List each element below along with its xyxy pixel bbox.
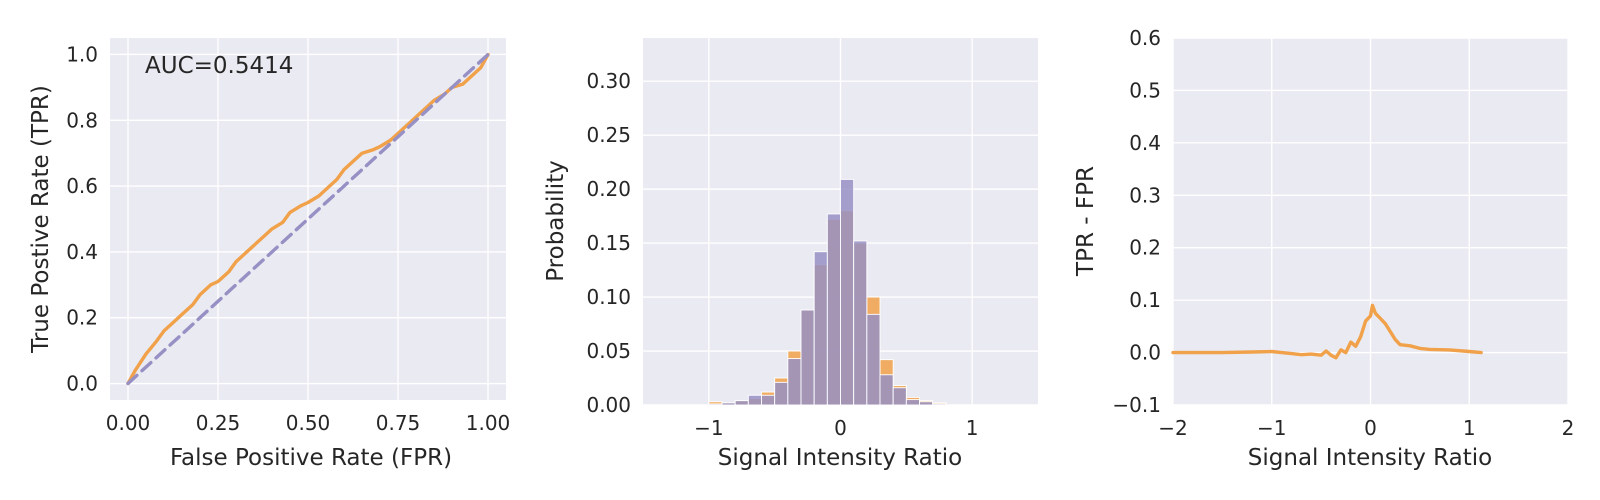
histogram-bar-purple	[853, 240, 868, 406]
histogram-bar-purple	[708, 403, 723, 406]
histogram-bar-purple	[905, 399, 920, 406]
histogram-bar-purple	[774, 381, 789, 406]
difference-y-tick-label: 0.0	[1129, 341, 1161, 365]
difference-tick-labels: −2 −1 0 1 2 −0.1 0.0 0.1 0.2 0.3 0.4 0.5 0.6	[1112, 26, 1574, 440]
roc-y-tick-label: 0.0	[66, 372, 98, 396]
histogram-bar-purple	[879, 374, 894, 406]
roc-marks	[126, 52, 490, 386]
difference-x-axis-label: Signal Intensity Ratio	[1248, 445, 1492, 471]
histogram-bar-purple	[840, 178, 855, 406]
difference-y-tick-label: 0.6	[1129, 26, 1161, 50]
histogram-panel: −1 0 1 0.00 0.05 0.10 0.15 0.20 0.25 0.30 Signal …	[543, 38, 1038, 471]
histogram-x-tick-label: −1	[694, 416, 723, 440]
difference-y-tick-label: 0.1	[1129, 288, 1161, 312]
roc-auc-annotation: AUC=0.5414	[145, 53, 293, 79]
difference-x-tick-label: 1	[1463, 416, 1476, 440]
roc-x-tick-label: 0.75	[376, 411, 421, 435]
histogram-bar-purple	[734, 400, 749, 406]
histogram-marks	[708, 178, 947, 406]
roc-x-tick-label: 0.00	[106, 411, 151, 435]
roc-y-tick-label: 0.2	[66, 306, 98, 330]
histogram-y-axis-label: Probability	[543, 160, 569, 282]
difference-series-line-orange	[1171, 303, 1483, 360]
roc-series-line-purple	[126, 52, 490, 386]
roc-y-tick-label: 1.0	[66, 42, 98, 66]
histogram-bar-purple	[787, 358, 802, 406]
histogram-bar-purple	[761, 394, 776, 406]
difference-y-tick-label: 0.4	[1129, 131, 1161, 155]
histogram-y-tick-label: 0.25	[586, 123, 631, 147]
difference-y-tick-label: 0.5	[1129, 78, 1161, 102]
roc-x-tick-label: 1.00	[466, 411, 511, 435]
histogram-bar-purple	[919, 401, 934, 406]
histogram-bar-purple	[892, 387, 907, 406]
difference-y-axis-label: TPR - FPR	[1073, 166, 1099, 277]
histogram-bar-purple	[747, 394, 762, 406]
histogram-bar-purple	[800, 309, 815, 406]
histogram-x-axis-label: Signal Intensity Ratio	[718, 445, 962, 471]
difference-x-tick-label: 0	[1364, 416, 1377, 440]
difference-y-tick-label: 0.3	[1129, 183, 1161, 207]
histogram-bar-purple	[932, 403, 947, 406]
histogram-bar-purple	[866, 313, 881, 406]
difference-grid	[1172, 37, 1569, 406]
roc-tick-labels: 0.00 0.25 0.50 0.75 1.00 0.0 0.2 0.4 0.6 0.8 1.0	[66, 42, 510, 435]
roc-x-tick-label: 0.25	[196, 411, 241, 435]
difference-x-tick-label: −2	[1158, 416, 1187, 440]
histogram-y-tick-label: 0.00	[586, 393, 631, 417]
difference-y-tick-label: −0.1	[1112, 393, 1161, 417]
roc-y-axis-label: True Postive Rate (TPR)	[28, 85, 54, 354]
roc-x-tick-label: 0.50	[286, 411, 331, 435]
difference-marks	[1171, 303, 1483, 360]
difference-panel: −2 −1 0 1 2 −0.1 0.0 0.1 0.2 0.3 0.4 0.5 0.6 Signal …	[1073, 26, 1574, 471]
histogram-y-tick-label: 0.15	[586, 231, 631, 255]
roc-series-line-orange	[126, 52, 490, 386]
difference-y-tick-label: 0.2	[1129, 236, 1161, 260]
roc-x-axis-label: False Positive Rate (FPR)	[170, 445, 452, 471]
roc-grid	[110, 38, 506, 400]
histogram-bar-purple	[813, 251, 828, 406]
roc-y-tick-label: 0.6	[66, 174, 98, 198]
difference-x-tick-label: −1	[1257, 416, 1286, 440]
histogram-y-tick-label: 0.10	[586, 285, 631, 309]
histogram-bar-purple	[826, 213, 841, 406]
roc-y-tick-label: 0.4	[66, 240, 98, 264]
histogram-y-tick-label: 0.30	[586, 69, 631, 93]
histogram-bar-purple	[721, 402, 736, 406]
histogram-y-tick-label: 0.20	[586, 177, 631, 201]
histogram-x-tick-label: 0	[834, 416, 847, 440]
histogram-y-tick-label: 0.05	[586, 339, 631, 363]
roc-panel: 0.00 0.25 0.50 0.75 1.00 0.0 0.2 0.4 0.6 0.8 1.0 A…	[28, 38, 510, 471]
histogram-tick-labels: −1 0 1 0.00 0.05 0.10 0.15 0.20 0.25 0.30	[586, 69, 978, 440]
difference-x-tick-label: 2	[1562, 416, 1575, 440]
roc-y-tick-label: 0.8	[66, 108, 98, 132]
histogram-x-tick-label: 1	[966, 416, 979, 440]
